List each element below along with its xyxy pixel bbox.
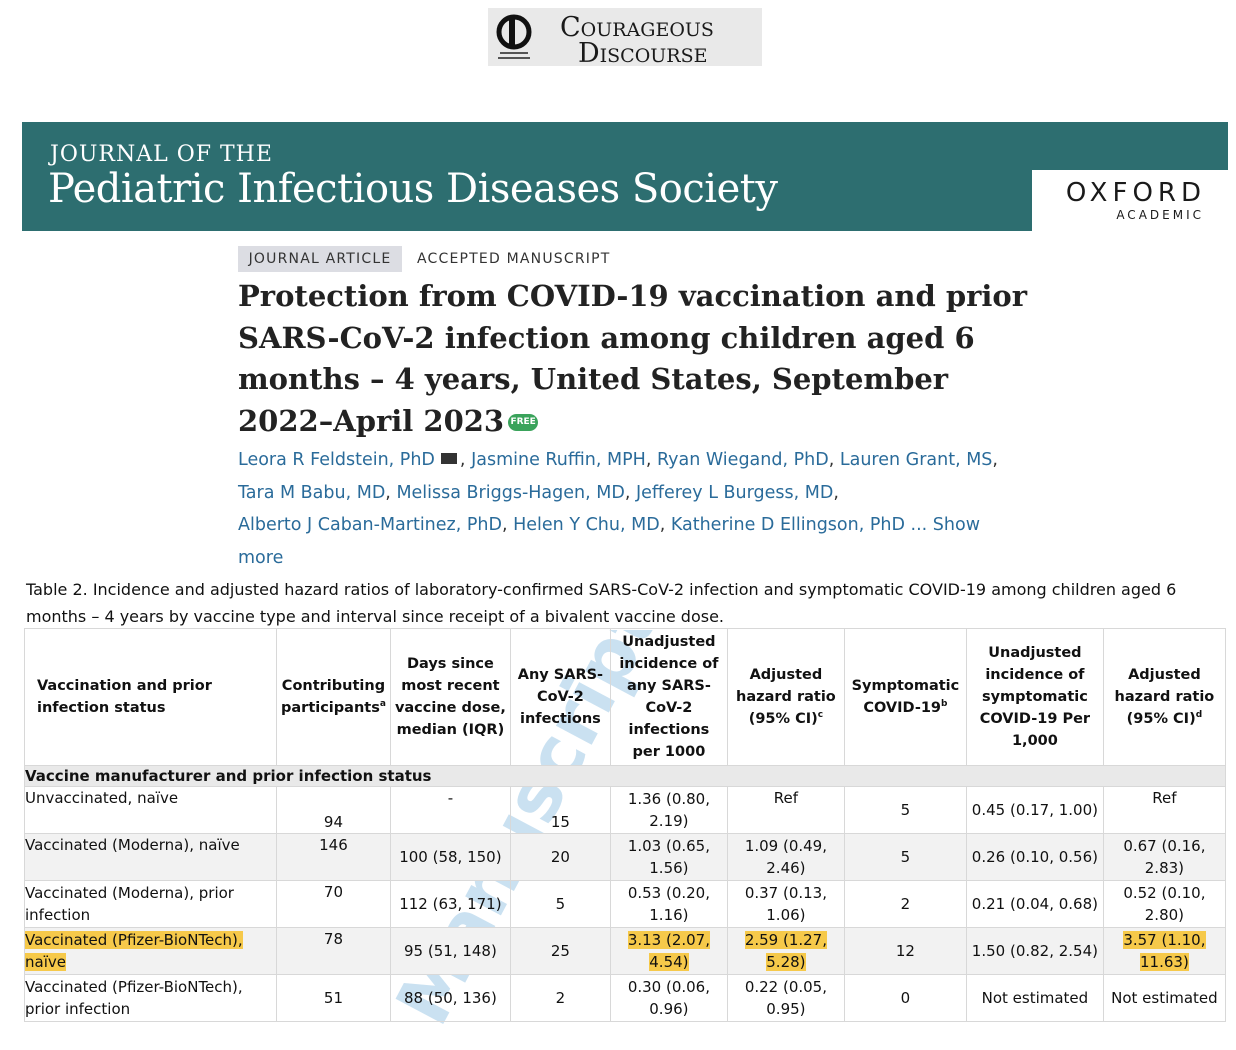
table-cell: 0.26 (0.10, 0.56) <box>965 833 1104 881</box>
article-title-text: Protection from COVID-19 vaccination and… <box>238 279 1028 438</box>
oxford-academic-logo[interactable]: OXFORD ACADEMIC <box>1032 170 1228 231</box>
table-cell: Ref <box>1102 786 1226 834</box>
table-cell: 3.13 (2.07, 4.54) <box>609 927 728 975</box>
table-cell: 0.67 (0.16, 2.83) <box>1102 833 1226 881</box>
col-header: Any SARS-CoV-2 infections <box>509 628 611 766</box>
table-cell: - <box>389 786 511 834</box>
table-cell: 100 (58, 150) <box>389 833 511 881</box>
author-link[interactable]: Helen Y Chu, MD <box>513 515 660 535</box>
table-cell: Vaccinated (Pfizer-BioNTech), naïve <box>24 927 277 975</box>
table-cell: 0.22 (0.05, 0.95) <box>726 974 845 1022</box>
article-type-tag: JOURNAL ARTICLE <box>238 246 402 272</box>
show-more-link[interactable]: ... Show more <box>238 515 981 568</box>
table-cell: 88 (50, 136) <box>389 974 511 1022</box>
table-cell: 51 <box>276 974 391 1022</box>
highlighted-text: 3.13 (2.07, 4.54) <box>627 931 710 971</box>
results-table: Vaccination and prior infection status C… <box>24 628 1226 1022</box>
table-row: Vaccinated (Moderna), prior infection 70… <box>24 880 1226 928</box>
table-cell: 0.21 (0.04, 0.68) <box>965 880 1104 928</box>
table-cell: 2.59 (1.27, 5.28) <box>726 927 845 975</box>
table-cell: 0.45 (0.17, 1.00) <box>965 786 1104 834</box>
author-link[interactable]: Katherine D Ellingson, PhD <box>670 515 905 535</box>
table-cell: 2 <box>843 880 967 928</box>
author-list: Leora R Feldstein, PhD, Jasmine Ruffin, … <box>238 450 998 568</box>
table-cell: Not estimated <box>965 974 1104 1022</box>
section-row: Vaccine manufacturer and prior infection… <box>24 765 1226 787</box>
mail-icon[interactable] <box>440 453 457 464</box>
table-header-row: Vaccination and prior infection status C… <box>24 628 1226 766</box>
table-cell: 2 <box>509 974 611 1022</box>
author-link[interactable]: Melissa Briggs-Hagen, MD <box>396 482 625 503</box>
table-cell: 5 <box>509 880 611 928</box>
col-header: Unadjusted incidence of any SARS-CoV-2 i… <box>609 628 728 766</box>
table-cell: Vaccinated (Moderna), naïve <box>24 833 277 881</box>
author-link[interactable]: Ryan Wiegand, PhD <box>656 450 829 470</box>
highlighted-text: 2.59 (1.27, 5.28) <box>744 931 827 971</box>
publisher-top: OXFORD <box>1065 178 1206 208</box>
journal-name-top: JOURNAL OF THE <box>50 142 273 167</box>
table-cell: 94 <box>276 786 391 834</box>
col-header: Unadjusted incidence of symptomatic COVI… <box>965 628 1104 766</box>
table-cell: Ref <box>726 786 845 834</box>
table-cell: 1.09 (0.49, 2.46) <box>726 833 845 881</box>
table-cell: 3.57 (1.10, 11.63) <box>1102 927 1226 975</box>
table-cell: 0.37 (0.13, 1.06) <box>726 880 845 928</box>
table-cell: 146 <box>276 833 391 881</box>
col-header: Adjusted hazard ratio (95% CI)c <box>726 628 845 766</box>
table-row: Unvaccinated, naïve 94 - 15 1.36 (0.80, … <box>24 786 1226 834</box>
col-header: Contributing participantsa <box>276 628 391 766</box>
table-cell: 0 <box>843 974 967 1022</box>
courageous-discourse-logo: Courageous Discourse <box>488 8 762 69</box>
table-cell: 25 <box>509 927 611 975</box>
author-link[interactable]: Jasmine Ruffin, MPH <box>471 450 646 470</box>
journal-name-main[interactable]: Pediatric Infectious Diseases Society <box>48 166 778 212</box>
table-cell: Not estimated <box>1102 974 1226 1022</box>
table-cell: 20 <box>509 833 611 881</box>
logo-line1: Courageous <box>560 12 714 43</box>
author-link[interactable]: Lauren Grant, MS <box>839 450 993 470</box>
table-cell: 1.03 (0.65, 1.56) <box>609 833 728 881</box>
logo-line2: Discourse <box>578 38 708 69</box>
col-header: Adjusted hazard ratio (95% CI)d <box>1102 628 1226 766</box>
highlighted-text: Vaccinated (Pfizer-BioNTech), naïve <box>25 931 243 971</box>
seal-icon <box>490 12 538 64</box>
table-cell: 1.50 (0.82, 2.54) <box>965 927 1104 975</box>
table-cell: 12 <box>843 927 967 975</box>
table-caption: Table 2. Incidence and adjusted hazard r… <box>26 580 1177 626</box>
col-header: Vaccination and prior infection status <box>24 628 277 766</box>
author-link[interactable]: Tara M Babu, MD <box>238 482 386 503</box>
table-cell: 70 <box>276 880 391 928</box>
table-cell: 0.52 (0.10, 2.80) <box>1102 880 1226 928</box>
author-link[interactable]: Jefferey L Burgess, MD <box>635 482 834 503</box>
table-cell: 112 (63, 171) <box>389 880 511 928</box>
author-link[interactable]: Leora R Feldstein, PhD <box>238 450 435 470</box>
table-cell: 0.30 (0.06, 0.96) <box>609 974 728 1022</box>
col-header: Days since most recent vaccine dose, med… <box>389 628 511 766</box>
table-cell: 95 (51, 148) <box>389 927 511 975</box>
publisher-bottom: ACADEMIC <box>1116 208 1204 222</box>
col-header: Symptomatic COVID-19b <box>843 628 967 766</box>
table-row-highlighted: Vaccinated (Pfizer-BioNTech), naïve 78 9… <box>24 927 1226 975</box>
article-title: Protection from COVID-19 vaccination and… <box>238 276 1028 442</box>
table-cell: Vaccinated (Pfizer-BioNTech), prior infe… <box>24 974 277 1022</box>
journal-banner: JOURNAL OF THE Pediatric Infectious Dise… <box>22 122 1228 231</box>
table-cell: 5 <box>843 833 967 881</box>
article-status-tag: ACCEPTED MANUSCRIPT <box>417 251 611 267</box>
highlighted-text: 3.57 (1.10, 11.63) <box>1123 931 1206 971</box>
table-cell: 1.36 (0.80, 2.19) <box>609 786 728 834</box>
table-cell: 5 <box>843 786 967 834</box>
section-label: Vaccine manufacturer and prior infection… <box>24 765 1226 787</box>
author-link[interactable]: Alberto J Caban-Martinez, PhD <box>238 515 502 535</box>
table-cell: 0.53 (0.20, 1.16) <box>609 880 728 928</box>
table-row: Vaccinated (Pfizer-BioNTech), prior infe… <box>24 974 1226 1022</box>
table-cell: 15 <box>509 786 611 834</box>
table-cell: Unvaccinated, naïve <box>24 786 277 834</box>
table-cell: 78 <box>276 927 391 975</box>
table-row: Vaccinated (Moderna), naïve 146 100 (58,… <box>24 833 1226 881</box>
table-cell: Vaccinated (Moderna), prior infection <box>24 880 277 928</box>
free-badge: FREE <box>508 414 539 431</box>
